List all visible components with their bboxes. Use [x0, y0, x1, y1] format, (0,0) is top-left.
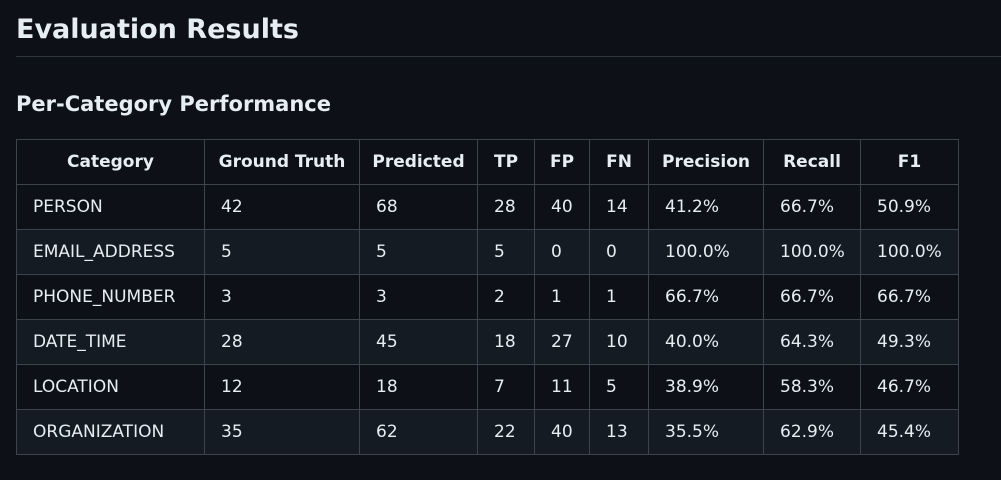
header-row: Category Ground Truth Predicted TP FP FN Preci…	[16, 139, 959, 185]
table-cell: PHONE_NUMBER	[16, 274, 205, 320]
table-cell: 2	[477, 274, 535, 320]
column-header: F1	[860, 139, 959, 185]
table-cell: 14	[589, 184, 649, 230]
table-cell: 100.0%	[648, 229, 764, 275]
table-cell: 38.9%	[648, 364, 764, 410]
table-cell: 40	[534, 409, 590, 455]
table-body: PERSON 42 68 28 40 14 41.2% 66.7% 50.9% EMAIL_ADD…	[16, 184, 959, 455]
table-row: LOCATION 12 18 7 11 5 38.9% 58.3% 46.7%	[16, 364, 959, 410]
table-cell: ORGANIZATION	[16, 409, 205, 455]
table-cell: 41.2%	[648, 184, 764, 230]
column-header: FN	[589, 139, 649, 185]
table-cell: 28	[477, 184, 535, 230]
table-cell: 1	[589, 274, 649, 320]
table-cell: 42	[204, 184, 360, 230]
table-cell: 45.4%	[860, 409, 959, 455]
table-cell: 0	[534, 229, 590, 275]
table-cell: 0	[589, 229, 649, 275]
table-row: ORGANIZATION 35 62 22 40 13 35.5% 62.9% 45.4%	[16, 409, 959, 455]
section-title: Per-Category Performance	[16, 92, 331, 116]
table-cell: 3	[204, 274, 360, 320]
table-cell: 5	[477, 229, 535, 275]
table-row: EMAIL_ADDRESS 5 5 5 0 0 100.0% 100.0% 100.0%	[16, 229, 959, 275]
table-cell: 1	[534, 274, 590, 320]
column-header: FP	[534, 139, 590, 185]
column-header: Predicted	[359, 139, 478, 185]
table-cell: 50.9%	[860, 184, 959, 230]
table-cell: 66.7%	[763, 274, 861, 320]
table-cell: 68	[359, 184, 478, 230]
table-cell: 22	[477, 409, 535, 455]
column-header: Ground Truth	[204, 139, 360, 185]
divider	[16, 56, 1001, 57]
column-header: Precision	[648, 139, 764, 185]
table-cell: DATE_TIME	[16, 319, 205, 365]
table-cell: EMAIL_ADDRESS	[16, 229, 205, 275]
table-cell: LOCATION	[16, 364, 205, 410]
table-cell: 58.3%	[763, 364, 861, 410]
table-cell: 11	[534, 364, 590, 410]
table-cell: 10	[589, 319, 649, 365]
table-cell: 40	[534, 184, 590, 230]
column-header: Recall	[763, 139, 861, 185]
table-cell: 35.5%	[648, 409, 764, 455]
table-row: PERSON 42 68 28 40 14 41.2% 66.7% 50.9%	[16, 184, 959, 230]
table-cell: 5	[359, 229, 478, 275]
column-header: TP	[477, 139, 535, 185]
table-cell: 28	[204, 319, 360, 365]
table-cell: 3	[359, 274, 478, 320]
table-cell: 40.0%	[648, 319, 764, 365]
table-cell: 5	[204, 229, 360, 275]
table-cell: 46.7%	[860, 364, 959, 410]
table-cell: 64.3%	[763, 319, 861, 365]
table-cell: 27	[534, 319, 590, 365]
table-cell: 35	[204, 409, 360, 455]
table-row: PHONE_NUMBER 3 3 2 1 1 66.7% 66.7% 66.7%	[16, 274, 959, 320]
table-cell: 62	[359, 409, 478, 455]
table-cell: 100.0%	[860, 229, 959, 275]
table-row: DATE_TIME 28 45 18 27 10 40.0% 64.3% 49.3%	[16, 319, 959, 365]
table-cell: 5	[589, 364, 649, 410]
table-cell: 66.7%	[763, 184, 861, 230]
table-cell: 7	[477, 364, 535, 410]
table-cell: 66.7%	[648, 274, 764, 320]
table-cell: 12	[204, 364, 360, 410]
table-cell: 66.7%	[860, 274, 959, 320]
column-header: Category	[16, 139, 205, 185]
table-cell: 45	[359, 319, 478, 365]
page-title: Evaluation Results	[16, 14, 299, 45]
table-cell: PERSON	[16, 184, 205, 230]
table-cell: 49.3%	[860, 319, 959, 365]
table-cell: 18	[359, 364, 478, 410]
table-cell: 100.0%	[763, 229, 861, 275]
table-cell: 62.9%	[763, 409, 861, 455]
table-cell: 18	[477, 319, 535, 365]
table-cell: 13	[589, 409, 649, 455]
results-table: Category Ground Truth Predicted TP FP FN Preci…	[16, 139, 959, 455]
